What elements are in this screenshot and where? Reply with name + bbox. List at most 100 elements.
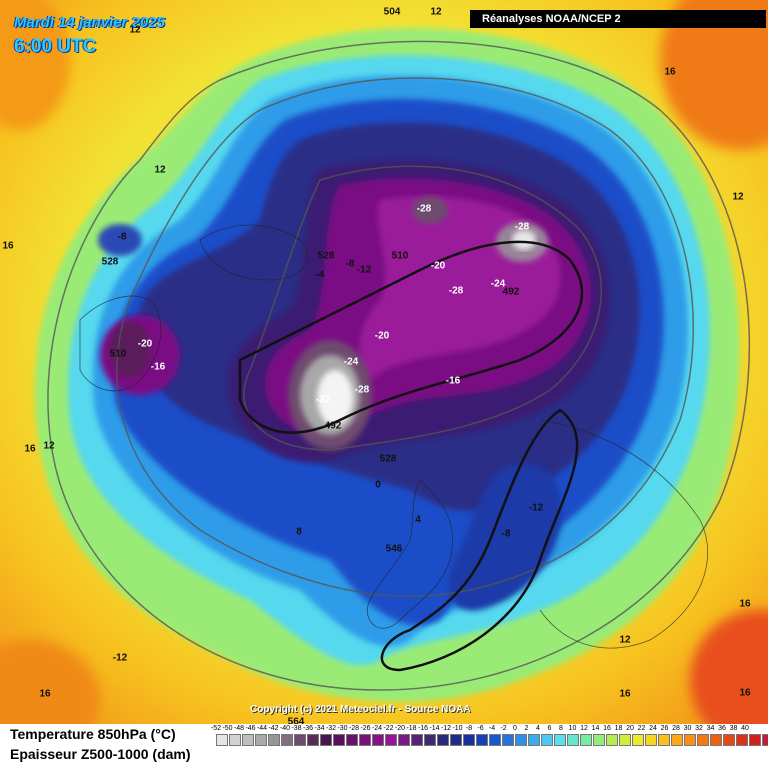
legend-swatch xyxy=(632,734,644,746)
map-value-label: 16 xyxy=(24,444,35,455)
temperature-map xyxy=(0,0,768,724)
legend-tick: 34 xyxy=(707,725,715,732)
map-value-label: 12 xyxy=(732,192,743,203)
legend-tick: 6 xyxy=(548,725,552,732)
legend-tick: 30 xyxy=(684,725,692,732)
legend-swatch xyxy=(619,734,631,746)
legend-color-scale xyxy=(216,734,768,746)
legend: Temperature 850hPa (°C) Epaisseur Z500-1… xyxy=(0,724,768,768)
legend-tick: 26 xyxy=(661,725,669,732)
legend-tick: 20 xyxy=(626,725,634,732)
legend-tick: -48 xyxy=(234,725,244,732)
legend-swatch xyxy=(242,734,254,746)
map-value-label: 492 xyxy=(325,421,342,432)
legend-tick: 2 xyxy=(525,725,529,732)
legend-tick: -42 xyxy=(268,725,278,732)
map-value-label: 510 xyxy=(110,349,127,360)
map-value-label: -32 xyxy=(316,395,330,406)
legend-swatch xyxy=(671,734,683,746)
map-value-label: -12 xyxy=(357,265,371,276)
map-value-label: 528 xyxy=(102,257,119,268)
map-value-label: -16 xyxy=(446,376,460,387)
map-value-label: 510 xyxy=(392,251,409,262)
map-value-label: -12 xyxy=(113,653,127,664)
map-value-label: 16 xyxy=(619,689,630,700)
map-value-label: -20 xyxy=(138,339,152,350)
map-value-label: 492 xyxy=(503,287,520,298)
legend-tick: -38 xyxy=(291,725,301,732)
legend-swatch xyxy=(385,734,397,746)
map-value-label: -20 xyxy=(431,261,445,272)
legend-tick: 32 xyxy=(695,725,703,732)
legend-tick: -18 xyxy=(406,725,416,732)
legend-swatch xyxy=(762,734,768,746)
legend-swatch xyxy=(424,734,436,746)
map-value-label: -4 xyxy=(316,270,325,281)
legend-swatch xyxy=(658,734,670,746)
legend-swatch xyxy=(216,734,228,746)
legend-tick: 4 xyxy=(536,725,540,732)
legend-tick: 22 xyxy=(638,725,646,732)
map-value-label: 16 xyxy=(2,241,13,252)
map-value-label: 16 xyxy=(664,67,675,78)
map-value-label: -16 xyxy=(151,362,165,373)
legend-swatch xyxy=(268,734,280,746)
map-value-label: 16 xyxy=(39,689,50,700)
legend-swatch xyxy=(476,734,488,746)
map-value-label: -24 xyxy=(344,357,358,368)
map-value-label: 12 xyxy=(430,7,441,18)
legend-swatch xyxy=(229,734,241,746)
legend-tick: -28 xyxy=(349,725,359,732)
legend-swatch xyxy=(554,734,566,746)
map-value-label: -12 xyxy=(529,503,543,514)
legend-tick: -10 xyxy=(452,725,462,732)
map-value-label: 546 xyxy=(386,544,403,555)
legend-tick: 24 xyxy=(649,725,657,732)
legend-tick: 40 xyxy=(741,725,749,732)
legend-tick: -44 xyxy=(257,725,267,732)
map-value-label: 528 xyxy=(318,251,335,262)
map-value-label: -8 xyxy=(118,232,127,243)
legend-tick: 8 xyxy=(559,725,563,732)
legend-tick: -24 xyxy=(372,725,382,732)
legend-swatch xyxy=(255,734,267,746)
legend-swatch xyxy=(515,734,527,746)
legend-swatch xyxy=(359,734,371,746)
legend-tick: 18 xyxy=(615,725,623,732)
legend-tick: 12 xyxy=(580,725,588,732)
copyright-text: Copyright (c) 2021 Meteociel.fr - Source… xyxy=(250,704,471,715)
map-value-label: 16 xyxy=(739,688,750,699)
legend-swatch xyxy=(489,734,501,746)
legend-swatch xyxy=(697,734,709,746)
legend-tick: -46 xyxy=(245,725,255,732)
legend-title-temperature: Temperature 850hPa (°C) xyxy=(10,726,176,742)
cold-core-ne-white xyxy=(512,230,536,250)
legend-tick: -52 xyxy=(211,725,221,732)
legend-title-thickness: Epaisseur Z500-1000 (dam) xyxy=(10,746,191,762)
legend-tick: -26 xyxy=(360,725,370,732)
legend-swatch xyxy=(411,734,423,746)
map-value-label: -28 xyxy=(515,222,529,233)
legend-swatch xyxy=(502,734,514,746)
source-label: Réanalyses NOAA/NCEP 2 xyxy=(470,10,766,28)
legend-swatch xyxy=(541,734,553,746)
legend-swatch xyxy=(749,734,761,746)
legend-tick: 16 xyxy=(603,725,611,732)
legend-tick: -32 xyxy=(326,725,336,732)
map-value-label: 0 xyxy=(375,480,381,491)
legend-swatch xyxy=(320,734,332,746)
legend-swatch xyxy=(450,734,462,746)
legend-tick: -20 xyxy=(395,725,405,732)
legend-tick: 0 xyxy=(513,725,517,732)
legend-tick: -12 xyxy=(441,725,451,732)
legend-tick: -36 xyxy=(303,725,313,732)
legend-tick: 36 xyxy=(718,725,726,732)
legend-swatch xyxy=(645,734,657,746)
legend-tick: -8 xyxy=(466,725,472,732)
legend-swatch xyxy=(580,734,592,746)
map-value-label: 12 xyxy=(619,635,630,646)
map-value-label: -8 xyxy=(502,529,511,540)
legend-swatch xyxy=(606,734,618,746)
legend-tick: 28 xyxy=(672,725,680,732)
